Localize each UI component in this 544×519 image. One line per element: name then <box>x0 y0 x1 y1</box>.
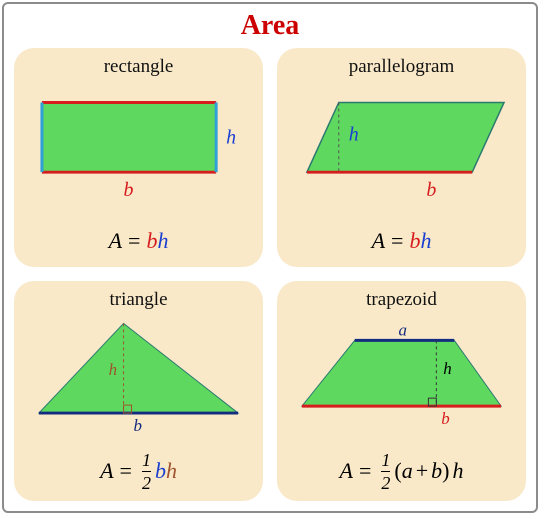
zf-eq: = <box>359 458 371 484</box>
main-title: Area <box>4 10 536 42</box>
tri-h-label: h <box>109 360 117 379</box>
zf-den: 2 <box>381 471 390 492</box>
tf-eq: = <box>120 458 132 484</box>
trap-a-label: a <box>399 320 407 339</box>
zf-frac: 1 2 <box>381 451 390 492</box>
tf-A: A <box>100 458 113 484</box>
parallelogram-shape <box>307 102 504 172</box>
tf-h: h <box>166 458 177 484</box>
zf-lp: ( <box>394 458 401 484</box>
parallelogram-card: parallelogram h b A = bh <box>277 48 526 267</box>
rectangle-figure: h b <box>24 78 253 219</box>
pf-h: h <box>420 228 431 254</box>
rect-b-label: b <box>124 179 134 201</box>
zf-plus: + <box>416 458 428 484</box>
diagram-frame: Area rectangle h b A = bh <box>2 2 538 513</box>
zf-h: h <box>452 458 463 484</box>
zf-b: b <box>431 458 442 484</box>
trapezoid-card: trapezoid a h b A = 1 2 <box>277 281 526 501</box>
para-h-label: h <box>349 123 359 145</box>
f-h: h <box>157 228 168 254</box>
pf-A: A <box>372 228 385 254</box>
zf-rp: ) <box>442 458 449 484</box>
f-eq: = <box>128 228 140 254</box>
parallelogram-figure: h b <box>287 78 516 219</box>
trapezoid-figure: a h b <box>287 311 516 445</box>
trap-b-label: b <box>441 409 449 428</box>
rectangle-shape <box>42 102 216 172</box>
trap-h-label: h <box>443 359 451 378</box>
triangle-formula: A = 1 2 bh <box>100 445 177 497</box>
pf-eq: = <box>391 228 403 254</box>
zf-A: A <box>340 458 353 484</box>
pf-b: b <box>409 228 420 254</box>
f-A: A <box>109 228 122 254</box>
trapezoid-formula: A = 1 2 (a + b) h <box>340 445 464 497</box>
tf-frac: 1 2 <box>142 451 151 492</box>
tf-den: 2 <box>142 471 151 492</box>
tf-num: 1 <box>142 451 151 471</box>
tf-b: b <box>155 458 166 484</box>
card-grid: rectangle h b A = bh parallelogra <box>14 48 526 501</box>
triangle-label: triangle <box>109 289 167 311</box>
rectangle-formula: A = bh <box>109 219 169 263</box>
trapezoid-label: trapezoid <box>366 289 437 311</box>
triangle-card: triangle h b A = 1 2 bh <box>14 281 263 501</box>
rect-h-label: h <box>226 126 236 148</box>
zf-num: 1 <box>381 451 390 471</box>
trapezoid-shape <box>302 340 501 406</box>
triangle-shape <box>39 323 238 413</box>
zf-a: a <box>402 458 413 484</box>
rectangle-card: rectangle h b A = bh <box>14 48 263 267</box>
parallelogram-label: parallelogram <box>349 56 455 78</box>
triangle-figure: h b <box>24 311 253 445</box>
f-b: b <box>146 228 157 254</box>
para-b-label: b <box>426 179 436 201</box>
rectangle-label: rectangle <box>104 56 174 78</box>
tri-b-label: b <box>134 416 142 435</box>
parallelogram-formula: A = bh <box>372 219 432 263</box>
